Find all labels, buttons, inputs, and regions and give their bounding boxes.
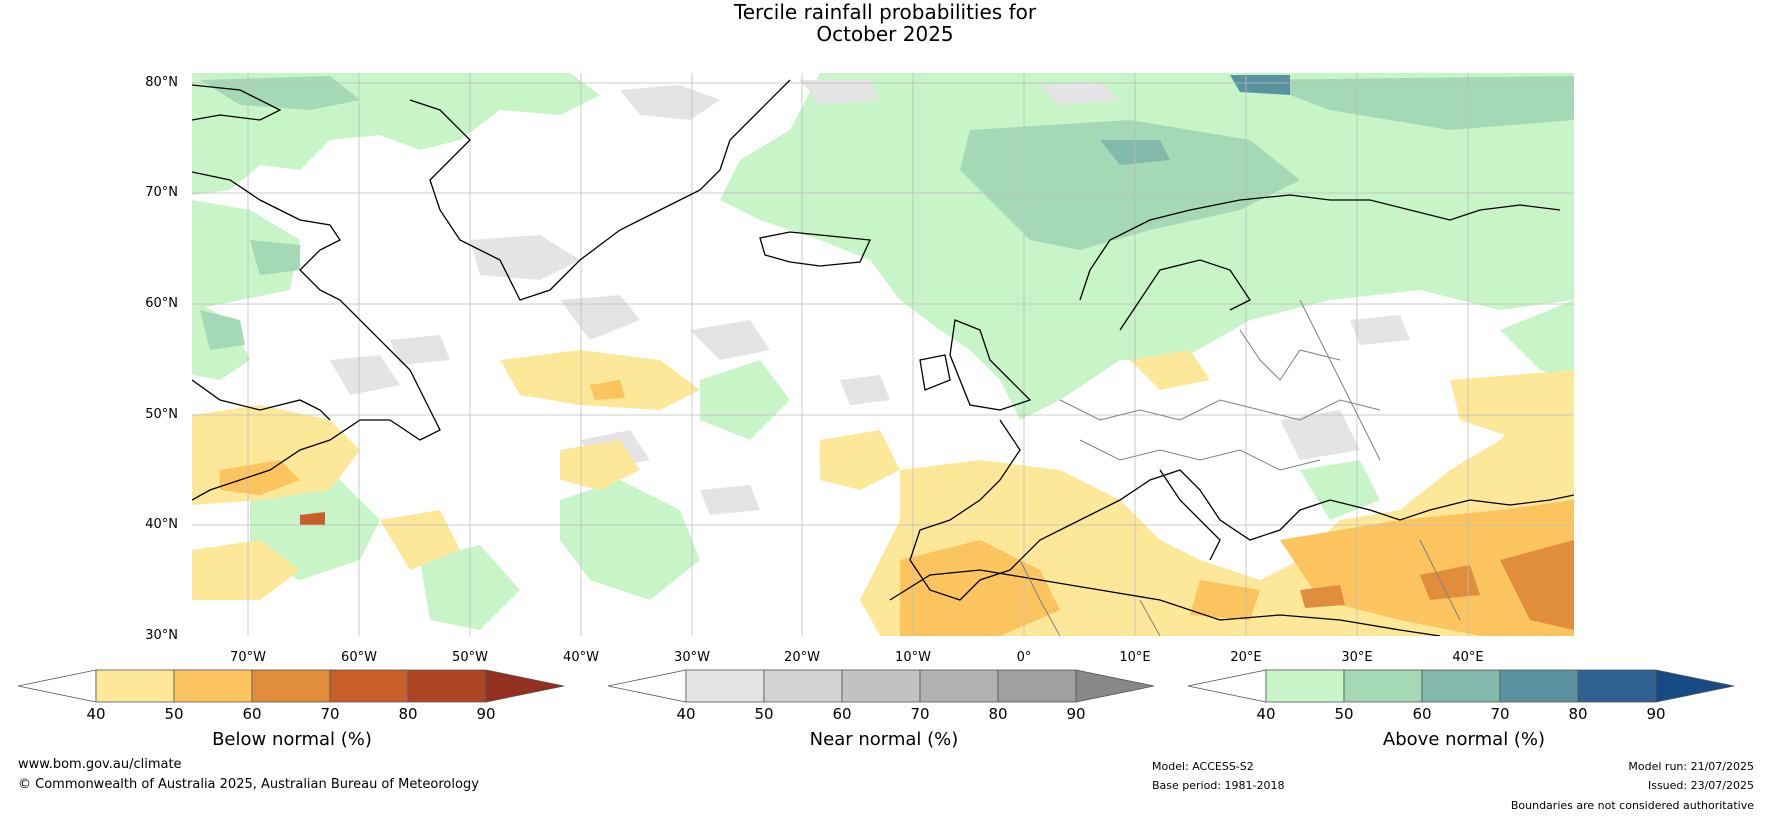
lon-label-40w: 40°W — [563, 650, 599, 665]
graticule — [192, 73, 1574, 636]
lon-label-60w: 60°W — [341, 650, 377, 665]
colorbar-title-below: Below normal (%) — [212, 729, 372, 750]
lat-label-70n: 70°N — [145, 185, 178, 200]
lon-label-20w: 20°W — [784, 650, 820, 665]
colorbar-above-tick-70: 70 — [1490, 705, 1510, 723]
colorbar-title-near: Near normal (%) — [809, 729, 959, 750]
issued-date: Issued: 23/07/2025 — [1647, 779, 1754, 792]
colorbar-below-segment-1 — [173, 669, 253, 703]
boundaries-disclaimer: Boundaries are not considered authoritat… — [1510, 799, 1754, 812]
website-link[interactable]: www.bom.gov.au/climate — [18, 757, 182, 772]
colorbar-near-segment-0 — [685, 669, 765, 703]
lat-label-30n: 30°N — [145, 628, 178, 643]
colorbar-below-tick-40: 40 — [86, 705, 106, 723]
above-normal-field — [192, 73, 1574, 630]
colorbars — [17, 669, 1735, 703]
lon-label-30w: 30°W — [674, 650, 710, 665]
colorbar-below-tick-90: 90 — [476, 705, 496, 723]
lon-label-30e: 30°E — [1341, 650, 1373, 665]
colorbar-above-segment-3 — [1499, 669, 1579, 703]
colorbar-below-segment-4 — [407, 669, 487, 703]
map-title-line2: October 2025 — [816, 22, 954, 46]
colorbar-near-segment-3 — [919, 669, 999, 703]
colorbar-near-tick-50: 50 — [754, 705, 774, 723]
lat-label-80n: 80°N — [145, 75, 178, 90]
colorbar-below-segment-0 — [95, 669, 175, 703]
lat-label-60n: 60°N — [145, 296, 178, 311]
lon-label-50w: 50°W — [452, 650, 488, 665]
near-normal-field — [330, 80, 1410, 515]
colorbar-below-segment-3 — [329, 669, 409, 703]
lon-label-40e: 40°E — [1452, 650, 1484, 665]
probability-fields — [192, 73, 1574, 636]
colorbar-above-segment-2 — [1421, 669, 1501, 703]
colorbar-below-segment-2 — [251, 669, 331, 703]
lon-label-0: 0° — [1016, 650, 1032, 665]
coastlines — [192, 79, 1574, 636]
colorbar-below-tick-50: 50 — [164, 705, 184, 723]
colorbar-near-tick-60: 60 — [832, 705, 852, 723]
colorbar-above-tick-40: 40 — [1256, 705, 1276, 723]
lon-label-10e: 10°E — [1119, 650, 1151, 665]
colorbar-below-under-triangle — [17, 669, 97, 703]
lat-label-50n: 50°N — [145, 407, 178, 422]
colorbar-above-under-triangle — [1187, 669, 1267, 703]
colorbar-near-segment-4 — [997, 669, 1077, 703]
colorbar-below-over-triangle — [485, 669, 565, 703]
colorbar-near-segment-1 — [763, 669, 843, 703]
colorbar-below-tick-70: 70 — [320, 705, 340, 723]
lon-label-10w: 10°W — [895, 650, 931, 665]
lon-label-70w: 70°W — [230, 650, 266, 665]
colorbar-above-segment-4 — [1577, 669, 1657, 703]
model-name: Model: ACCESS-S2 — [1152, 760, 1254, 773]
colorbar-above-tick-50: 50 — [1334, 705, 1354, 723]
colorbar-above-tick-90: 90 — [1646, 705, 1666, 723]
colorbar-near-segment-2 — [841, 669, 921, 703]
colorbar-above-tick-80: 80 — [1568, 705, 1588, 723]
colorbar-near-tick-70: 70 — [910, 705, 930, 723]
colorbar-above-segment-0 — [1265, 669, 1345, 703]
map-title-line1: Tercile rainfall probabilities for — [733, 0, 1037, 24]
below-normal-field — [192, 350, 1574, 636]
colorbar-title-above: Above normal (%) — [1382, 729, 1546, 750]
copyright-text: © Commonwealth of Australia 2025, Austra… — [18, 777, 479, 792]
base-period: Base period: 1981-2018 — [1152, 779, 1285, 792]
lon-label-20e: 20°E — [1230, 650, 1262, 665]
colorbar-near-tick-90: 90 — [1066, 705, 1086, 723]
model-run-date: Model run: 21/07/2025 — [1628, 760, 1754, 773]
colorbar-near-tick-80: 80 — [988, 705, 1008, 723]
country-borders — [1019, 299, 1461, 636]
colorbar-above-segment-1 — [1343, 669, 1423, 703]
colorbar-above-over-triangle — [1655, 669, 1735, 703]
colorbar-near-tick-40: 40 — [676, 705, 696, 723]
colorbar-near-over-triangle — [1075, 669, 1155, 703]
lat-label-40n: 40°N — [145, 517, 178, 532]
colorbar-below-tick-60: 60 — [242, 705, 262, 723]
colorbar-near-under-triangle — [607, 669, 687, 703]
colorbar-above-tick-60: 60 — [1412, 705, 1432, 723]
colorbar-below-tick-80: 80 — [398, 705, 418, 723]
